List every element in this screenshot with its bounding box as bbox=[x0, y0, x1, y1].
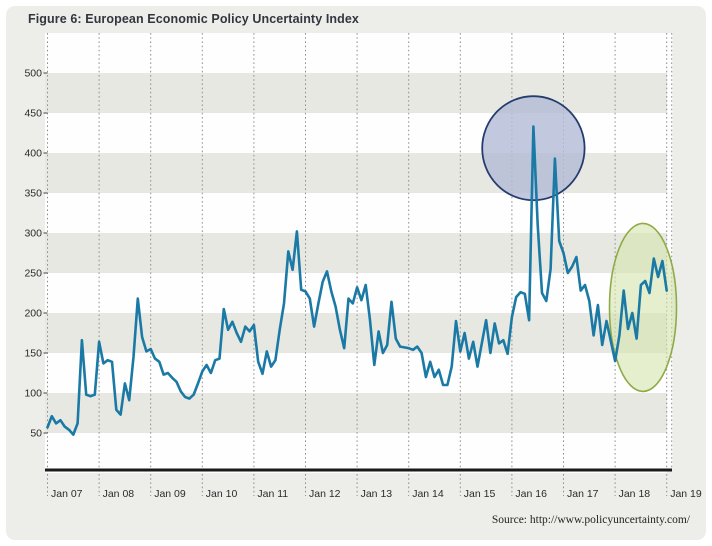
svg-text:Jan 08: Jan 08 bbox=[103, 488, 135, 500]
svg-text:Jan 18: Jan 18 bbox=[619, 488, 651, 500]
highlight-2018-period bbox=[608, 222, 678, 393]
svg-text:350: 350 bbox=[24, 188, 42, 200]
svg-text:500: 500 bbox=[24, 68, 42, 80]
svg-text:Jan 15: Jan 15 bbox=[464, 488, 496, 500]
svg-text:Jan 17: Jan 17 bbox=[567, 488, 599, 500]
epu-series-line bbox=[46, 125, 669, 436]
svg-text:Jan 10: Jan 10 bbox=[206, 488, 238, 500]
svg-text:200: 200 bbox=[24, 308, 42, 320]
svg-text:300: 300 bbox=[24, 228, 42, 240]
svg-text:Jan 14: Jan 14 bbox=[412, 488, 444, 500]
svg-text:100: 100 bbox=[24, 388, 42, 400]
svg-text:Jan 19: Jan 19 bbox=[670, 488, 702, 500]
svg-text:Jan 13: Jan 13 bbox=[361, 488, 393, 500]
source-caption: Source: http://www.policyuncertainty.com… bbox=[491, 514, 690, 526]
chart-title: Figure 6: European Economic Policy Uncer… bbox=[28, 12, 359, 26]
svg-text:Jan 12: Jan 12 bbox=[309, 488, 341, 500]
svg-text:Jan 09: Jan 09 bbox=[154, 488, 186, 500]
svg-text:250: 250 bbox=[24, 268, 42, 280]
svg-text:Jan 16: Jan 16 bbox=[515, 488, 547, 500]
svg-text:50: 50 bbox=[30, 428, 42, 440]
svg-text:450: 450 bbox=[24, 108, 42, 120]
svg-text:400: 400 bbox=[24, 148, 42, 160]
svg-text:150: 150 bbox=[24, 348, 42, 360]
svg-text:Jan 11: Jan 11 bbox=[257, 488, 288, 500]
svg-text:Jan 07: Jan 07 bbox=[51, 488, 83, 500]
